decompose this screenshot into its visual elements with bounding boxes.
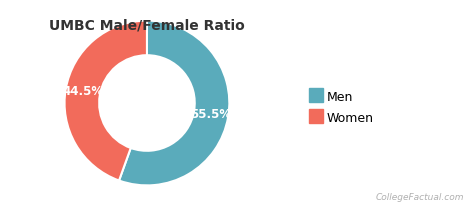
Wedge shape [64,21,147,180]
Text: UMBC Male/Female Ratio: UMBC Male/Female Ratio [49,19,245,33]
Legend: Men, Women: Men, Women [309,91,374,125]
Text: CollegeFactual.com: CollegeFactual.com [376,193,465,202]
Text: 55.5%: 55.5% [191,108,232,121]
Wedge shape [119,21,229,185]
Text: 44.5%: 44.5% [62,85,103,98]
